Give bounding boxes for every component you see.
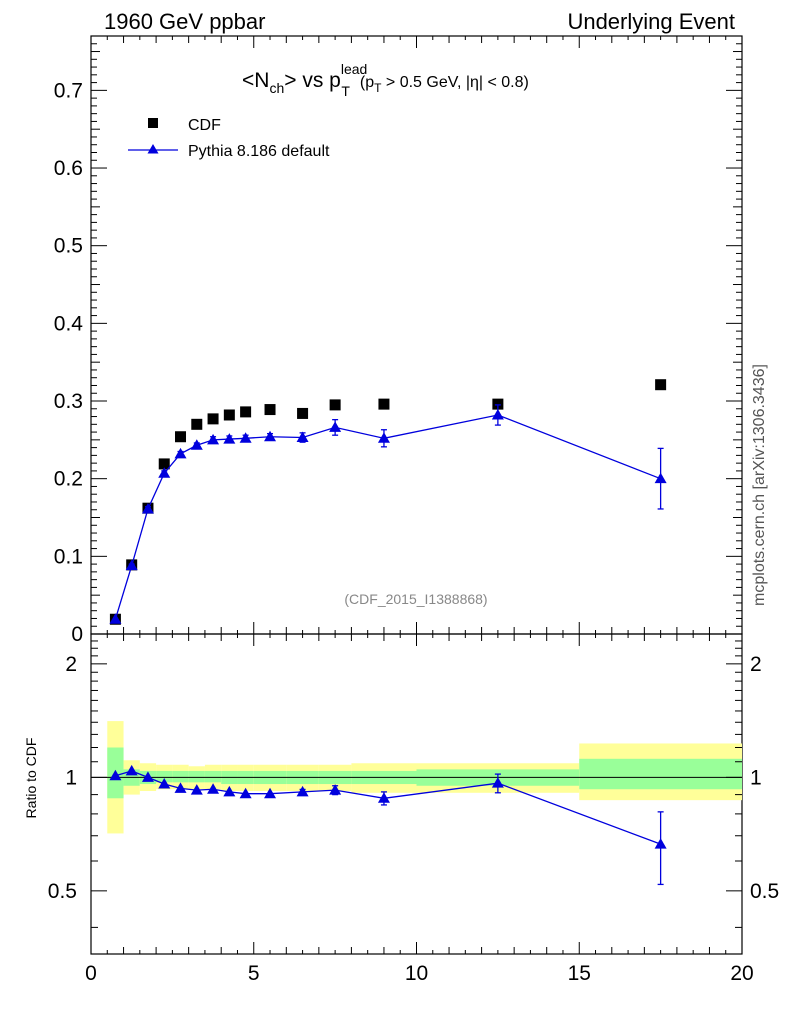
cdf-point [378,398,390,410]
cdf-point [223,409,235,421]
main-y-tick-label: 0 [71,623,83,646]
pythia-main-point [223,433,236,444]
ratio-y-tick-label-left: 2 [65,653,77,676]
pythia-ratio-point [174,782,187,793]
band-inner-bin [156,770,173,783]
pythia-ratio-point [109,769,122,781]
cdf-point [207,413,219,425]
pythia-ratio-point [190,784,203,795]
cdf-point [492,398,504,410]
header-left-label: 1960 GeV ppbar [104,9,265,34]
pythia-main-point [264,430,277,442]
ratio-series-marks [109,764,667,886]
pythia-main-point [190,439,203,450]
plot-title: <Nch> vs plead T (pT > 0.5 GeV, |η| < 0.8) [242,61,529,99]
x-tick-label: 10 [405,962,428,985]
pythia-ratio-point [158,778,171,789]
legend: CDF Pythia 8.186 default [128,117,330,160]
legend-pythia-marker [147,144,159,154]
pythia-ratio-point [329,784,342,795]
pythia-ratio-point [264,787,277,799]
pythia-ratio-point [207,783,220,794]
pythia-main-point [207,433,220,445]
ratio-y-tick-label-left: 1 [65,766,77,789]
x-tick-label: 20 [730,962,753,985]
pythia-ratio-point [377,792,390,803]
legend-pythia-label: Pythia 8.186 default [188,143,330,160]
ratio-y-tick-label-right: 2 [750,653,762,676]
legend-cdf-label: CDF [188,117,221,134]
ratio-y-axis-label: Ratio to CDF [23,738,39,819]
pythia-ratio-point [223,785,236,797]
cdf-point [329,399,341,411]
pythia-main-point [329,421,342,432]
x-tick-label: 15 [568,962,591,985]
pythia-main-point [125,559,138,571]
ratio-y-tick-label-left: 0.5 [48,880,77,903]
source-side-label: mcplots.cern.ch [arXiv:1306.3436] [751,364,768,606]
pythia-ratio-point [239,787,252,799]
band-inner-bin [188,770,205,783]
pythia-ratio-point [141,771,154,782]
pythia-main-point [174,447,187,459]
pythia-ratio-point [125,764,138,776]
pythia-main-point [296,431,309,443]
cdf-point [158,458,170,470]
pythia-main-point [239,432,252,443]
pythia-main-point [377,432,390,443]
pythia-ratio-point [654,838,667,849]
main-y-tick-label: 0.3 [54,390,83,413]
main-y-tick-label: 0.6 [54,157,83,180]
pythia-main-point [141,502,154,514]
ratio-y-tick-label-right: 1 [750,766,762,789]
cdf-point [240,406,252,418]
pythia-main-point [491,408,504,420]
x-tick-label: 0 [85,962,97,985]
pythia-main-point [158,467,171,478]
band-inner-bin [204,770,222,783]
header-right-label: Underlying Event [567,9,735,34]
cdf-point [297,407,309,419]
cdf-point [175,431,187,443]
main-y-tick-label: 0.1 [54,545,83,568]
analysis-id-label: (CDF_2015_I1388868) [344,591,487,607]
band-inner-bin [579,758,742,790]
pythia-main-point [109,613,122,624]
main-y-tick-label: 0.7 [54,79,83,102]
ratio-y-tick-label-right: 0.5 [750,880,779,903]
pythia-ratio-point [296,785,309,797]
band-inner-bin [172,770,189,783]
ratio-axis-ticks: 0 5 10 15 20 0.5 0.5 1 1 2 2 [48,634,779,985]
cdf-point [191,418,203,430]
pythia-ratio-point [491,777,504,788]
main-y-tick-label: 0.2 [54,468,83,491]
main-axis-ticks: 0 0.1 0.2 0.3 0.4 0.5 0.6 0.7 [54,35,743,646]
main-series-marks [109,379,667,625]
main-y-tick-label: 0.5 [54,235,83,258]
cdf-point [264,404,276,416]
legend-cdf-marker [148,118,158,128]
x-tick-label: 5 [248,962,260,985]
cdf-point [655,379,667,391]
pythia-main-point [654,472,667,484]
main-y-tick-label: 0.4 [54,312,84,335]
